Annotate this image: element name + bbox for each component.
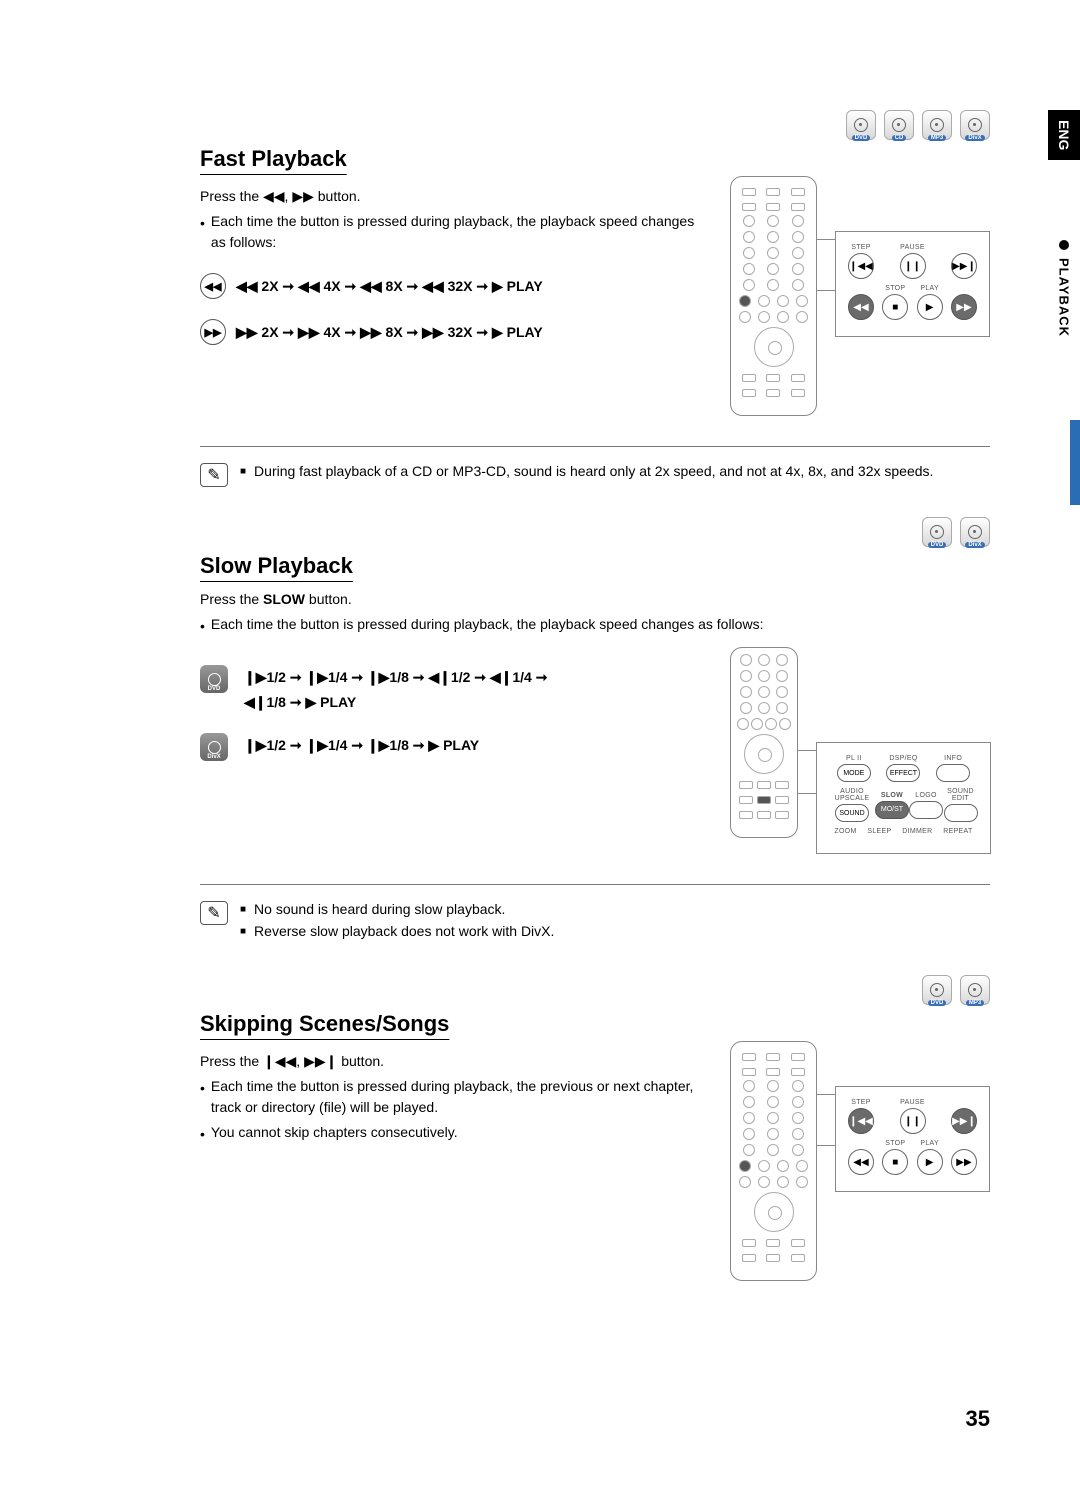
slow-playback-title: Slow Playback (200, 553, 990, 579)
rewind-btn-icon: ◀◀ (848, 294, 874, 320)
fastforward-icon: ▶▶ (200, 319, 226, 345)
skip-fwd-icon: ▶▶❙ (951, 253, 977, 279)
stop-icon: ■ (882, 294, 908, 320)
play-icon: ▶ (917, 294, 943, 320)
slow-note-1: No sound is heard during slow playback. (254, 901, 505, 917)
mp3-icon: MP3 (922, 110, 952, 140)
fast-playback-title: Fast Playback (200, 146, 990, 172)
skip-back-icon: ❙◀◀ (848, 253, 874, 279)
pause-icon: ❙❙ (900, 253, 926, 279)
page-number: 35 (966, 1406, 990, 1432)
slow-label: SLOW (881, 792, 903, 799)
slow-press-text: Press the SLOW button. (200, 589, 990, 610)
section-tab: PLAYBACK (1057, 240, 1072, 337)
skip-bullet-2: You cannot skip chapters consecutively. (211, 1122, 458, 1145)
slow-dvd-speeds-2: ◀❙1/8 ➞ ▶ PLAY (244, 690, 547, 715)
stop-label: STOP (885, 285, 905, 292)
mp3-icon: MP3 (960, 975, 990, 1005)
callout-label: INFO (944, 755, 962, 762)
section-tab-label: PLAYBACK (1057, 258, 1072, 337)
callout-label: SOUND EDIT (943, 788, 978, 802)
square-bullet-icon: ■ (240, 904, 246, 917)
language-tab: ENG (1048, 110, 1080, 160)
dvd-icon: DVD (922, 517, 952, 547)
slow-bullet-text: Each time the button is pressed during p… (211, 614, 764, 637)
skipping-title: Skipping Scenes/Songs (200, 1011, 990, 1037)
play-label: PLAY (920, 1140, 939, 1147)
divx-icon: DivX (960, 517, 990, 547)
skip-fwd-icon: ▶▶❙ (951, 1108, 977, 1134)
sound-btn: SOUND (835, 804, 869, 822)
soundedit-btn (944, 804, 978, 822)
play-icon: ▶ (917, 1149, 943, 1175)
format-badges-slow: DVD DivX (922, 517, 990, 547)
skip-controls-callout: STEP ❙◀◀ PAUSE ❙❙ ▶▶❙ ◀◀ STOP ■ PLAY ▶ ▶▶ (835, 1086, 990, 1192)
ff-speeds: ▶▶ 2X ➞ ▶▶ 4X ➞ ▶▶ 8X ➞ ▶▶ 32X ➞ ▶ PLAY (236, 324, 543, 341)
fast-press-text: Press the ◀◀, ▶▶ button. (200, 186, 712, 207)
bullet-icon: • (200, 1078, 205, 1118)
fast-note: During fast playback of a CD or MP3-CD, … (254, 463, 933, 479)
pause-icon: ❙❙ (900, 1108, 926, 1134)
playback-controls-callout: STEP ❙◀◀ PAUSE ❙❙ ▶▶❙ ◀◀ STOP ■ PLAY ▶ ▶▶ (835, 231, 990, 337)
play-label: PLAY (920, 285, 939, 292)
square-bullet-icon: ■ (240, 466, 246, 479)
note-icon: ✎ (200, 901, 228, 925)
callout-label: SLEEP (867, 828, 891, 835)
rewind-icon: ◀◀ (200, 273, 226, 299)
pause-label: PAUSE (900, 1099, 925, 1106)
skip-bullet-1: Each time the button is pressed during p… (211, 1076, 712, 1118)
step-label: STEP (851, 1099, 870, 1106)
skip-back-icon: ❙◀◀ (848, 1108, 874, 1134)
callout-label: LOGO (915, 792, 936, 799)
callout-label: DIMMER (902, 828, 932, 835)
callout-label: DSP/EQ (889, 755, 917, 762)
stop-label: STOP (885, 1140, 905, 1147)
callout-label: AUDIO UPSCALE (829, 788, 875, 802)
divx-badge-icon: DivX (200, 733, 228, 761)
callout-label: ZOOM (834, 828, 856, 835)
dvd-icon: DVD (846, 110, 876, 140)
logo-btn (909, 801, 943, 819)
format-badges-fast: DVD CD MP3 DivX (846, 110, 990, 140)
mode-btn: MODE (837, 764, 871, 782)
stop-icon: ■ (882, 1149, 908, 1175)
most-btn: MO/ST (875, 801, 909, 819)
slow-dvd-speeds-1: ❙▶1/2 ➞ ❙▶1/4 ➞ ❙▶1/8 ➞ ◀❙1/2 ➞ ◀❙1/4 ➞ (244, 665, 547, 690)
skip-press-text: Press the ❙◀◀, ▶▶❙ button. (200, 1051, 712, 1072)
effect-btn: EFFECT (886, 764, 920, 782)
bullet-icon: • (200, 213, 205, 253)
note-icon: ✎ (200, 463, 228, 487)
ff-btn-icon: ▶▶ (951, 294, 977, 320)
remote-diagram (730, 176, 817, 416)
bullet-icon: • (200, 1124, 205, 1145)
remote-diagram (730, 647, 798, 838)
info-btn (936, 764, 970, 782)
bullet-icon: • (200, 616, 205, 637)
divx-icon: DivX (960, 110, 990, 140)
dvd-badge-icon: DVD (200, 665, 228, 693)
rewind-icon: ◀◀ (848, 1149, 874, 1175)
cd-icon: CD (884, 110, 914, 140)
format-badges-skip: DVD MP3 (922, 975, 990, 1005)
step-label: STEP (851, 244, 870, 251)
pause-label: PAUSE (900, 244, 925, 251)
dvd-icon: DVD (922, 975, 952, 1005)
rewind-speeds: ◀◀ 2X ➞ ◀◀ 4X ➞ ◀◀ 8X ➞ ◀◀ 32X ➞ ▶ PLAY (236, 278, 543, 295)
remote-diagram (730, 1041, 817, 1281)
fast-bullet-text: Each time the button is pressed during p… (211, 211, 712, 253)
ff-icon: ▶▶ (951, 1149, 977, 1175)
callout-label: REPEAT (943, 828, 972, 835)
square-bullet-icon: ■ (240, 926, 246, 939)
slow-note-2: Reverse slow playback does not work with… (254, 923, 554, 939)
bullet-icon (1059, 240, 1069, 250)
slow-divx-speeds: ❙▶1/2 ➞ ❙▶1/4 ➞ ❙▶1/8 ➞ ▶ PLAY (244, 733, 479, 758)
slow-buttons-callout: PL II MODE DSP/EQ EFFECT INFO AUDIO UPSCAL… (816, 742, 991, 854)
page-edge-marker (1070, 420, 1080, 505)
callout-label: PL II (846, 755, 862, 762)
